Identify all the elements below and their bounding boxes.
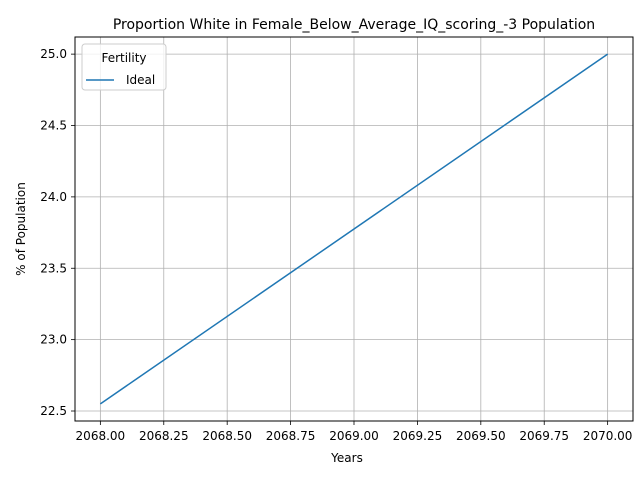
legend-label-ideal: Ideal — [126, 73, 155, 87]
y-tick-label: 23.0 — [40, 333, 67, 347]
series-lines — [99, 53, 609, 405]
x-tick-label: 2069.75 — [519, 429, 569, 443]
y-axis-ticks: 22.5 23.0 23.5 24.0 24.5 25.0 — [40, 47, 75, 418]
y-tick-label: 22.5 — [40, 404, 67, 418]
legend-title: Fertility — [101, 51, 146, 65]
x-tick-label: 2069.50 — [456, 429, 506, 443]
x-tick-label: 2069.00 — [329, 429, 379, 443]
y-tick-label: 23.5 — [40, 261, 67, 275]
x-axis-label: Years — [330, 451, 363, 465]
x-tick-label: 2070.00 — [583, 429, 633, 443]
x-tick-label: 2068.00 — [76, 429, 126, 443]
x-tick-label: 2068.25 — [139, 429, 189, 443]
x-tick-label: 2069.25 — [393, 429, 443, 443]
series-line-ideal — [99, 53, 609, 405]
y-axis-label: % of Population — [14, 182, 28, 276]
y-tick-label: 24.5 — [40, 119, 67, 133]
y-tick-label: 25.0 — [40, 47, 67, 61]
x-axis-ticks: 2068.00 2068.25 2068.50 2068.75 2069.00 2069.… — [76, 421, 633, 443]
x-tick-label: 2068.75 — [266, 429, 316, 443]
legend: Fertility Ideal — [81, 43, 167, 91]
x-tick-label: 2068.50 — [202, 429, 252, 443]
plot-area-frame — [74, 36, 634, 422]
chart-title: Proportion White in Female_Below_Average… — [113, 17, 595, 33]
legend-box — [81, 43, 167, 91]
y-tick-label: 24.0 — [40, 190, 67, 204]
